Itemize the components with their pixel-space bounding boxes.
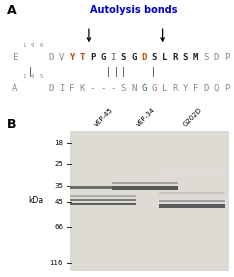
Text: R: R [172, 84, 178, 93]
Text: Q: Q [213, 84, 219, 93]
Bar [112, 182, 178, 184]
Text: S: S [152, 53, 157, 62]
Text: vEP-34: vEP-34 [135, 106, 156, 128]
Bar [112, 186, 178, 190]
Text: N: N [131, 84, 136, 93]
Text: G: G [141, 84, 147, 93]
Bar [70, 195, 136, 197]
Text: V: V [59, 53, 64, 62]
Text: P: P [224, 53, 229, 62]
Text: I: I [110, 53, 116, 62]
Bar [70, 199, 136, 201]
Text: Y: Y [183, 84, 188, 93]
Text: F: F [69, 84, 75, 93]
Text: L: L [162, 53, 167, 62]
Text: 1: 1 [22, 74, 25, 79]
Text: G: G [152, 84, 157, 93]
Text: D: D [49, 84, 54, 93]
Text: 1: 1 [22, 43, 25, 48]
Text: D: D [203, 84, 208, 93]
Text: 18: 18 [54, 140, 63, 146]
Text: Autolysis bonds: Autolysis bonds [90, 5, 177, 15]
Text: F: F [193, 84, 198, 93]
Bar [159, 192, 225, 194]
Text: 45: 45 [55, 199, 63, 205]
Text: S: S [121, 53, 126, 62]
Text: 116: 116 [50, 260, 63, 266]
Text: A: A [7, 4, 17, 17]
Text: 0: 0 [40, 43, 43, 48]
Text: 25: 25 [55, 161, 63, 167]
Text: 35: 35 [54, 183, 63, 189]
Text: -: - [90, 84, 95, 93]
Text: kDa: kDa [28, 196, 43, 205]
Text: K: K [80, 84, 85, 93]
Text: L: L [162, 84, 167, 93]
Text: A: A [12, 84, 17, 93]
Text: S: S [183, 53, 188, 62]
Text: T: T [80, 53, 85, 62]
Text: 5: 5 [40, 74, 43, 79]
Bar [159, 204, 225, 208]
Text: P: P [90, 53, 95, 62]
Text: D: D [213, 53, 219, 62]
Bar [159, 170, 225, 172]
Bar [70, 202, 136, 206]
Text: G202D: G202D [182, 106, 203, 128]
Text: B: B [7, 118, 17, 131]
Text: G: G [131, 53, 136, 62]
Text: R: R [172, 53, 178, 62]
Bar [159, 200, 225, 202]
Text: S: S [203, 53, 208, 62]
Text: 66: 66 [54, 224, 63, 230]
Text: Y: Y [69, 53, 75, 62]
Text: -: - [110, 84, 116, 93]
Text: S: S [121, 84, 126, 93]
Text: E: E [12, 53, 17, 62]
Text: I: I [59, 84, 64, 93]
Text: -: - [100, 84, 106, 93]
Text: D: D [141, 53, 147, 62]
Text: 9: 9 [31, 43, 34, 48]
Text: M: M [193, 53, 198, 62]
Bar [70, 131, 229, 271]
Text: 9: 9 [31, 74, 34, 79]
Text: P: P [224, 84, 229, 93]
Bar [70, 186, 136, 189]
Text: D: D [49, 53, 54, 62]
Text: G: G [100, 53, 106, 62]
Text: vEP-45: vEP-45 [93, 107, 114, 128]
